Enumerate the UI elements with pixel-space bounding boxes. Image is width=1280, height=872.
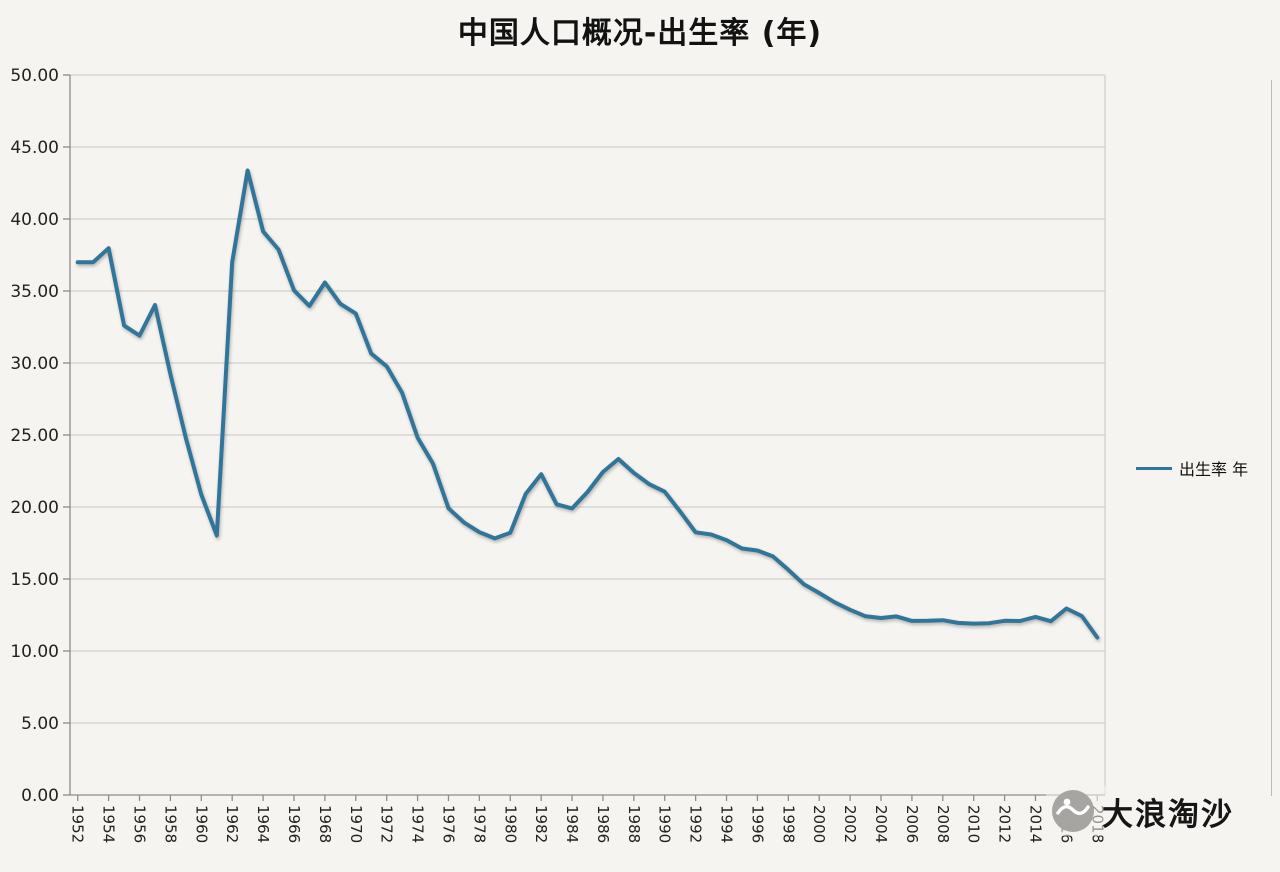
y-axis-label: 40.00 [10, 210, 59, 230]
y-axis-label: 35.00 [10, 282, 59, 302]
y-axis-label: 10.00 [10, 642, 59, 662]
legend-line-swatch [1136, 466, 1172, 470]
x-axis-label: 1992 [687, 805, 705, 843]
chart-legend: 出生率 年 [1136, 456, 1248, 480]
x-axis-label: 2002 [841, 805, 859, 843]
x-axis-label: 1978 [470, 805, 488, 843]
x-axis-label: 1958 [161, 805, 179, 843]
x-axis-label: 1984 [563, 805, 581, 843]
x-axis-label: 2014 [1026, 805, 1044, 843]
x-axis-label: 1988 [625, 805, 643, 843]
y-axis-label: 0.00 [21, 786, 59, 806]
x-axis-label: 1976 [439, 805, 457, 843]
x-axis-label: 1980 [501, 805, 519, 843]
x-axis-label: 2006 [903, 805, 921, 843]
x-axis-label: 2000 [810, 805, 828, 843]
x-axis-label: 1972 [378, 805, 396, 843]
x-axis-label: 1986 [594, 805, 612, 843]
chart-title: 中国人口概况-出生率 (年) [457, 16, 823, 51]
x-axis-label: 1990 [656, 805, 674, 843]
y-axis-label: 25.00 [10, 426, 59, 446]
x-axis-label: 2012 [996, 805, 1014, 843]
x-axis-label: 1954 [100, 805, 118, 843]
x-axis-label: 1974 [409, 805, 427, 843]
watermark-text: 大浪淘沙 [1102, 796, 1234, 833]
photo-edge-line [1271, 80, 1272, 796]
x-axis-label: 1998 [779, 805, 797, 843]
x-axis-label: 2010 [965, 805, 983, 843]
y-axis-label: 30.00 [10, 354, 59, 374]
x-axis-label: 1956 [131, 805, 149, 843]
y-axis-label: 50.00 [10, 66, 59, 86]
x-axis-label: 1996 [748, 805, 766, 843]
x-axis-label: 1970 [347, 805, 365, 843]
x-axis-label: 1960 [192, 805, 210, 843]
x-axis-label: 1966 [285, 805, 303, 843]
x-axis-label: 1968 [316, 805, 334, 843]
x-axis-label: 1994 [718, 805, 736, 843]
y-axis-label: 20.00 [10, 498, 59, 518]
watermark-logo-icon [1052, 790, 1094, 832]
x-axis-label: 2004 [872, 805, 890, 843]
legend-series-label: 出生率 年 [1179, 460, 1249, 479]
y-axis-label: 45.00 [10, 138, 59, 158]
x-axis-label: 1952 [69, 805, 87, 843]
y-axis-label: 5.00 [21, 714, 59, 734]
watermark: 大浪淘沙 [1046, 786, 1238, 836]
x-axis-label: 1964 [254, 805, 272, 843]
x-axis-label: 1962 [223, 805, 241, 843]
x-axis-label: 1982 [532, 805, 550, 843]
birth-rate-series-line [75, 168, 1100, 640]
x-axis-label: 2008 [934, 805, 952, 843]
y-axis-label: 15.00 [10, 570, 59, 590]
